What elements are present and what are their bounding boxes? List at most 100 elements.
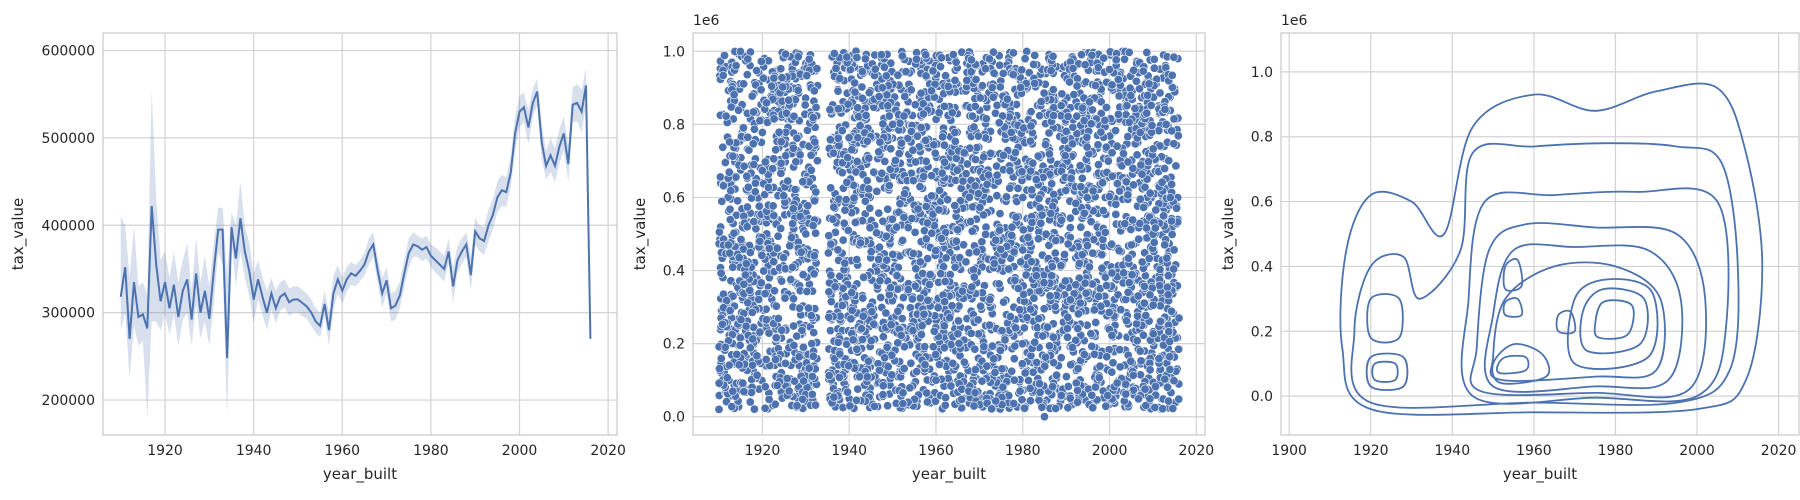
scatter-point [1165,364,1175,374]
scatter-point [736,235,746,245]
x-tick-label: 2020 [590,443,626,459]
scatter-point [1089,349,1099,359]
scatter-point [1051,403,1061,413]
scatter-point [1097,250,1107,260]
y-tick-label: 600000 [42,43,95,59]
scatter-point [1060,250,1070,260]
scatter-point [1072,81,1082,91]
scatter-point [851,395,861,405]
scatter-point [1089,305,1099,315]
scatter-point [837,126,847,136]
scatter-point [1017,65,1027,75]
scatter-point [1163,382,1173,392]
scatter-point [1167,126,1177,136]
scatter-point [1165,336,1175,346]
scatter-point [961,257,971,267]
scatter-point [872,186,882,196]
scatter-point [1167,70,1177,80]
scatter-point [1133,291,1143,301]
scatter-point [998,68,1008,78]
scatter-point [1007,230,1017,240]
scatter-point [1004,264,1014,274]
scatter-point [769,257,779,267]
scatter-point [1169,139,1179,149]
scatter-point [747,307,757,317]
scatter-point [881,231,891,241]
y-tick-label: 0.2 [663,337,685,353]
scatter-point [946,381,956,391]
scatter-point [1061,372,1071,382]
scatter-point [1087,390,1097,400]
x-tick-label: 1940 [236,443,272,459]
scatter-point [853,133,863,143]
y-axis-label: tax_value [9,198,28,270]
axis-offset-label: 1e6 [693,13,720,29]
scatter-point [992,191,1002,201]
y-tick-label: 0.0 [663,410,685,426]
scatter-point [1041,140,1051,150]
scatter-point [728,291,738,301]
scatter-point [1112,378,1122,388]
scatter-point [950,128,960,138]
scatter-point [741,259,751,269]
kde-contour [1491,343,1551,385]
scatter-point [752,351,762,361]
scatter-point [800,100,810,110]
scatter-point [1034,194,1044,204]
scatter-point [841,195,851,205]
scatter-point [810,137,820,147]
scatter-point [883,101,893,111]
scatter-point [1124,117,1134,127]
scatter-point [939,343,949,353]
scatter-point [789,111,799,121]
scatter-point [959,357,969,367]
scatter-point [739,279,749,289]
scatter-point [1011,323,1021,333]
scatter-point [787,262,797,272]
scatter-point [878,332,888,342]
scatter-point [1135,128,1145,138]
scatter-point [1140,182,1150,192]
scatter-point [1103,390,1113,400]
scatter-point [1075,161,1085,171]
scatter-point [1036,97,1046,107]
scatter-point [1145,394,1155,404]
scatter-point [894,149,904,159]
scatter-point [1045,341,1055,351]
scatter-point [881,71,891,81]
scatter-point [916,88,926,98]
y-tick-label: 0.8 [663,117,685,133]
scatter-point [786,274,796,284]
scatter-point [1139,281,1149,291]
scatter-point [857,334,867,344]
scatter-point [1148,300,1158,310]
scatter-point [1134,234,1144,244]
scatter-point [1163,290,1173,300]
scatter-point [1169,245,1179,255]
scatter-point [788,143,798,153]
scatter-point [934,108,944,118]
scatter-point [882,342,892,352]
scatter-point [947,301,957,311]
scatter-point [777,73,787,83]
scatter-point [1032,323,1042,333]
scatter-point [1072,111,1082,121]
scatter-point [927,228,937,238]
scatter-point [1035,379,1045,389]
scatter-point [1030,337,1040,347]
scatter-point [790,185,800,195]
y-axis-label: tax_value [1219,198,1238,270]
scatter-point [1147,121,1157,131]
scatter-point [764,394,774,404]
scatter-point [896,138,906,148]
x-tick-label: 1980 [1598,443,1634,459]
scatter-point [1029,59,1039,69]
scatter-point [1094,291,1104,301]
scatter-point [844,133,854,143]
y-axis-label: tax_value [631,198,650,270]
scatter-point [1126,91,1136,101]
scatter-point [750,187,760,197]
x-tick-label: 2000 [1679,443,1715,459]
scatter-point [940,157,950,167]
scatter-point [966,67,976,77]
